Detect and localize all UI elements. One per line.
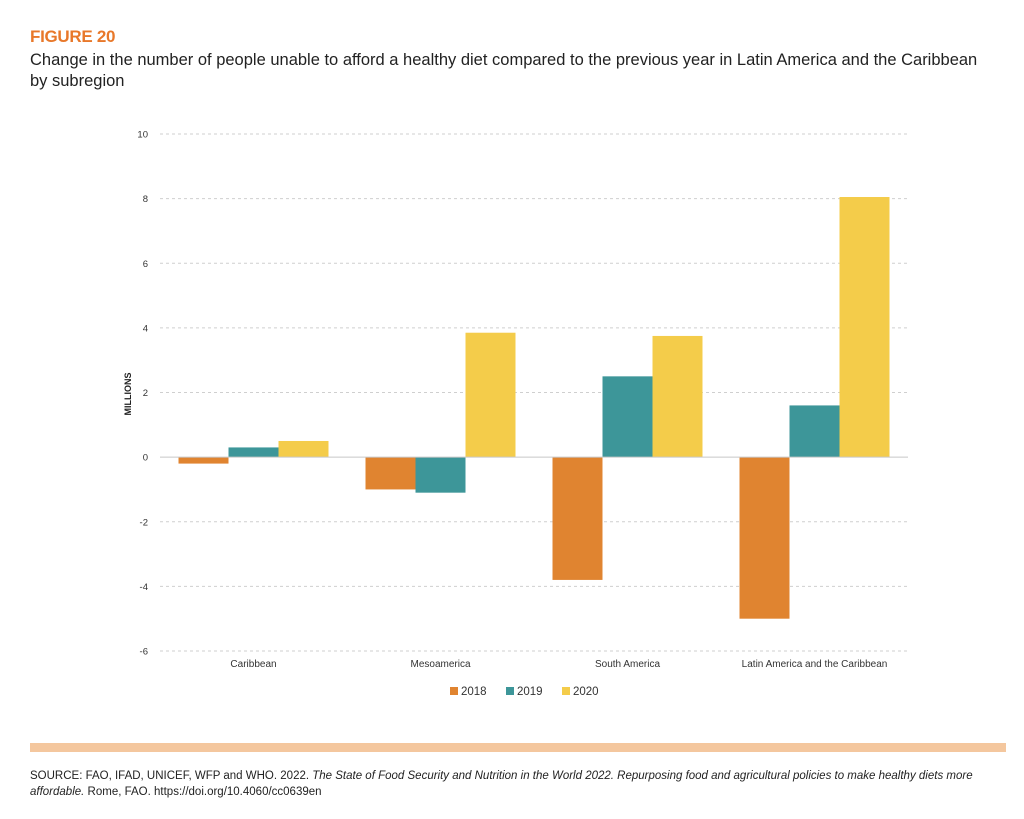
y-tick-label: 8 <box>143 194 148 205</box>
y-tick-label: 4 <box>143 323 148 334</box>
bar-2019-mesoamerica <box>415 457 466 493</box>
x-tick-label: Mesoamerica <box>410 659 470 670</box>
legend-label-2018: 2018 <box>461 686 487 698</box>
y-tick-label: 10 <box>137 130 148 141</box>
x-tick-label: Latin America and the Caribbean <box>742 659 888 670</box>
x-tick-label: Caribbean <box>230 659 276 670</box>
y-tick-label: 0 <box>143 453 148 464</box>
source-divider <box>30 743 1006 752</box>
bar-2018-south-america <box>552 457 603 580</box>
bar-2020-latin-america-and-the-caribbean <box>839 197 890 458</box>
bar-2020-mesoamerica <box>465 332 516 458</box>
legend: 2018 2019 2020 <box>450 686 599 698</box>
bar-2019-caribbean <box>228 447 279 458</box>
y-tick-label: 2 <box>143 388 148 399</box>
gridlines <box>160 133 908 652</box>
y-axis-ticks: 10 8 6 4 2 0 -2 -4 -6 <box>137 130 148 658</box>
legend-swatch-2019 <box>506 687 514 695</box>
source-title: The State of Food Security and Nutrition… <box>30 770 973 798</box>
y-tick-label: -2 <box>140 517 148 528</box>
legend-label-2019: 2019 <box>517 686 543 698</box>
x-tick-label: South America <box>595 659 660 670</box>
bar-2019-south-america <box>602 376 653 458</box>
legend-label-2020: 2020 <box>573 686 599 698</box>
legend-swatch-2020 <box>562 687 570 695</box>
y-tick-label: 6 <box>143 259 148 270</box>
figure-title: Change in the number of people unable to… <box>30 51 978 90</box>
source-note: SOURCE: FAO, IFAD, UNICEF, WFP and WHO. … <box>30 768 1005 800</box>
bar-2020-caribbean <box>278 440 329 458</box>
bar-2019-latin-america-and-the-caribbean <box>789 405 840 458</box>
y-tick-label: -4 <box>140 582 148 593</box>
bars <box>178 197 890 619</box>
y-axis-label: MILLIONS <box>123 373 133 416</box>
figure-label: FIGURE 20 <box>30 27 116 46</box>
source-prefix: SOURCE: FAO, IFAD, UNICEF, WFP and WHO. … <box>30 770 313 782</box>
source-suffix: Rome, FAO. https://doi.org/10.4060/cc063… <box>84 786 322 798</box>
legend-swatch-2018 <box>450 687 458 695</box>
x-axis-ticks: Caribbean Mesoamerica South America Latin A… <box>230 659 887 670</box>
bar-2018-mesoamerica <box>365 457 416 490</box>
bar-chart: 10 8 6 4 2 0 -2 -4 -6 MILLIONS Caribbean Mesoamer… <box>123 130 908 698</box>
bar-2018-latin-america-and-the-caribbean <box>739 457 790 619</box>
y-tick-label: -6 <box>140 647 148 658</box>
bar-2018-caribbean <box>178 457 229 464</box>
bar-2020-south-america <box>652 335 703 458</box>
